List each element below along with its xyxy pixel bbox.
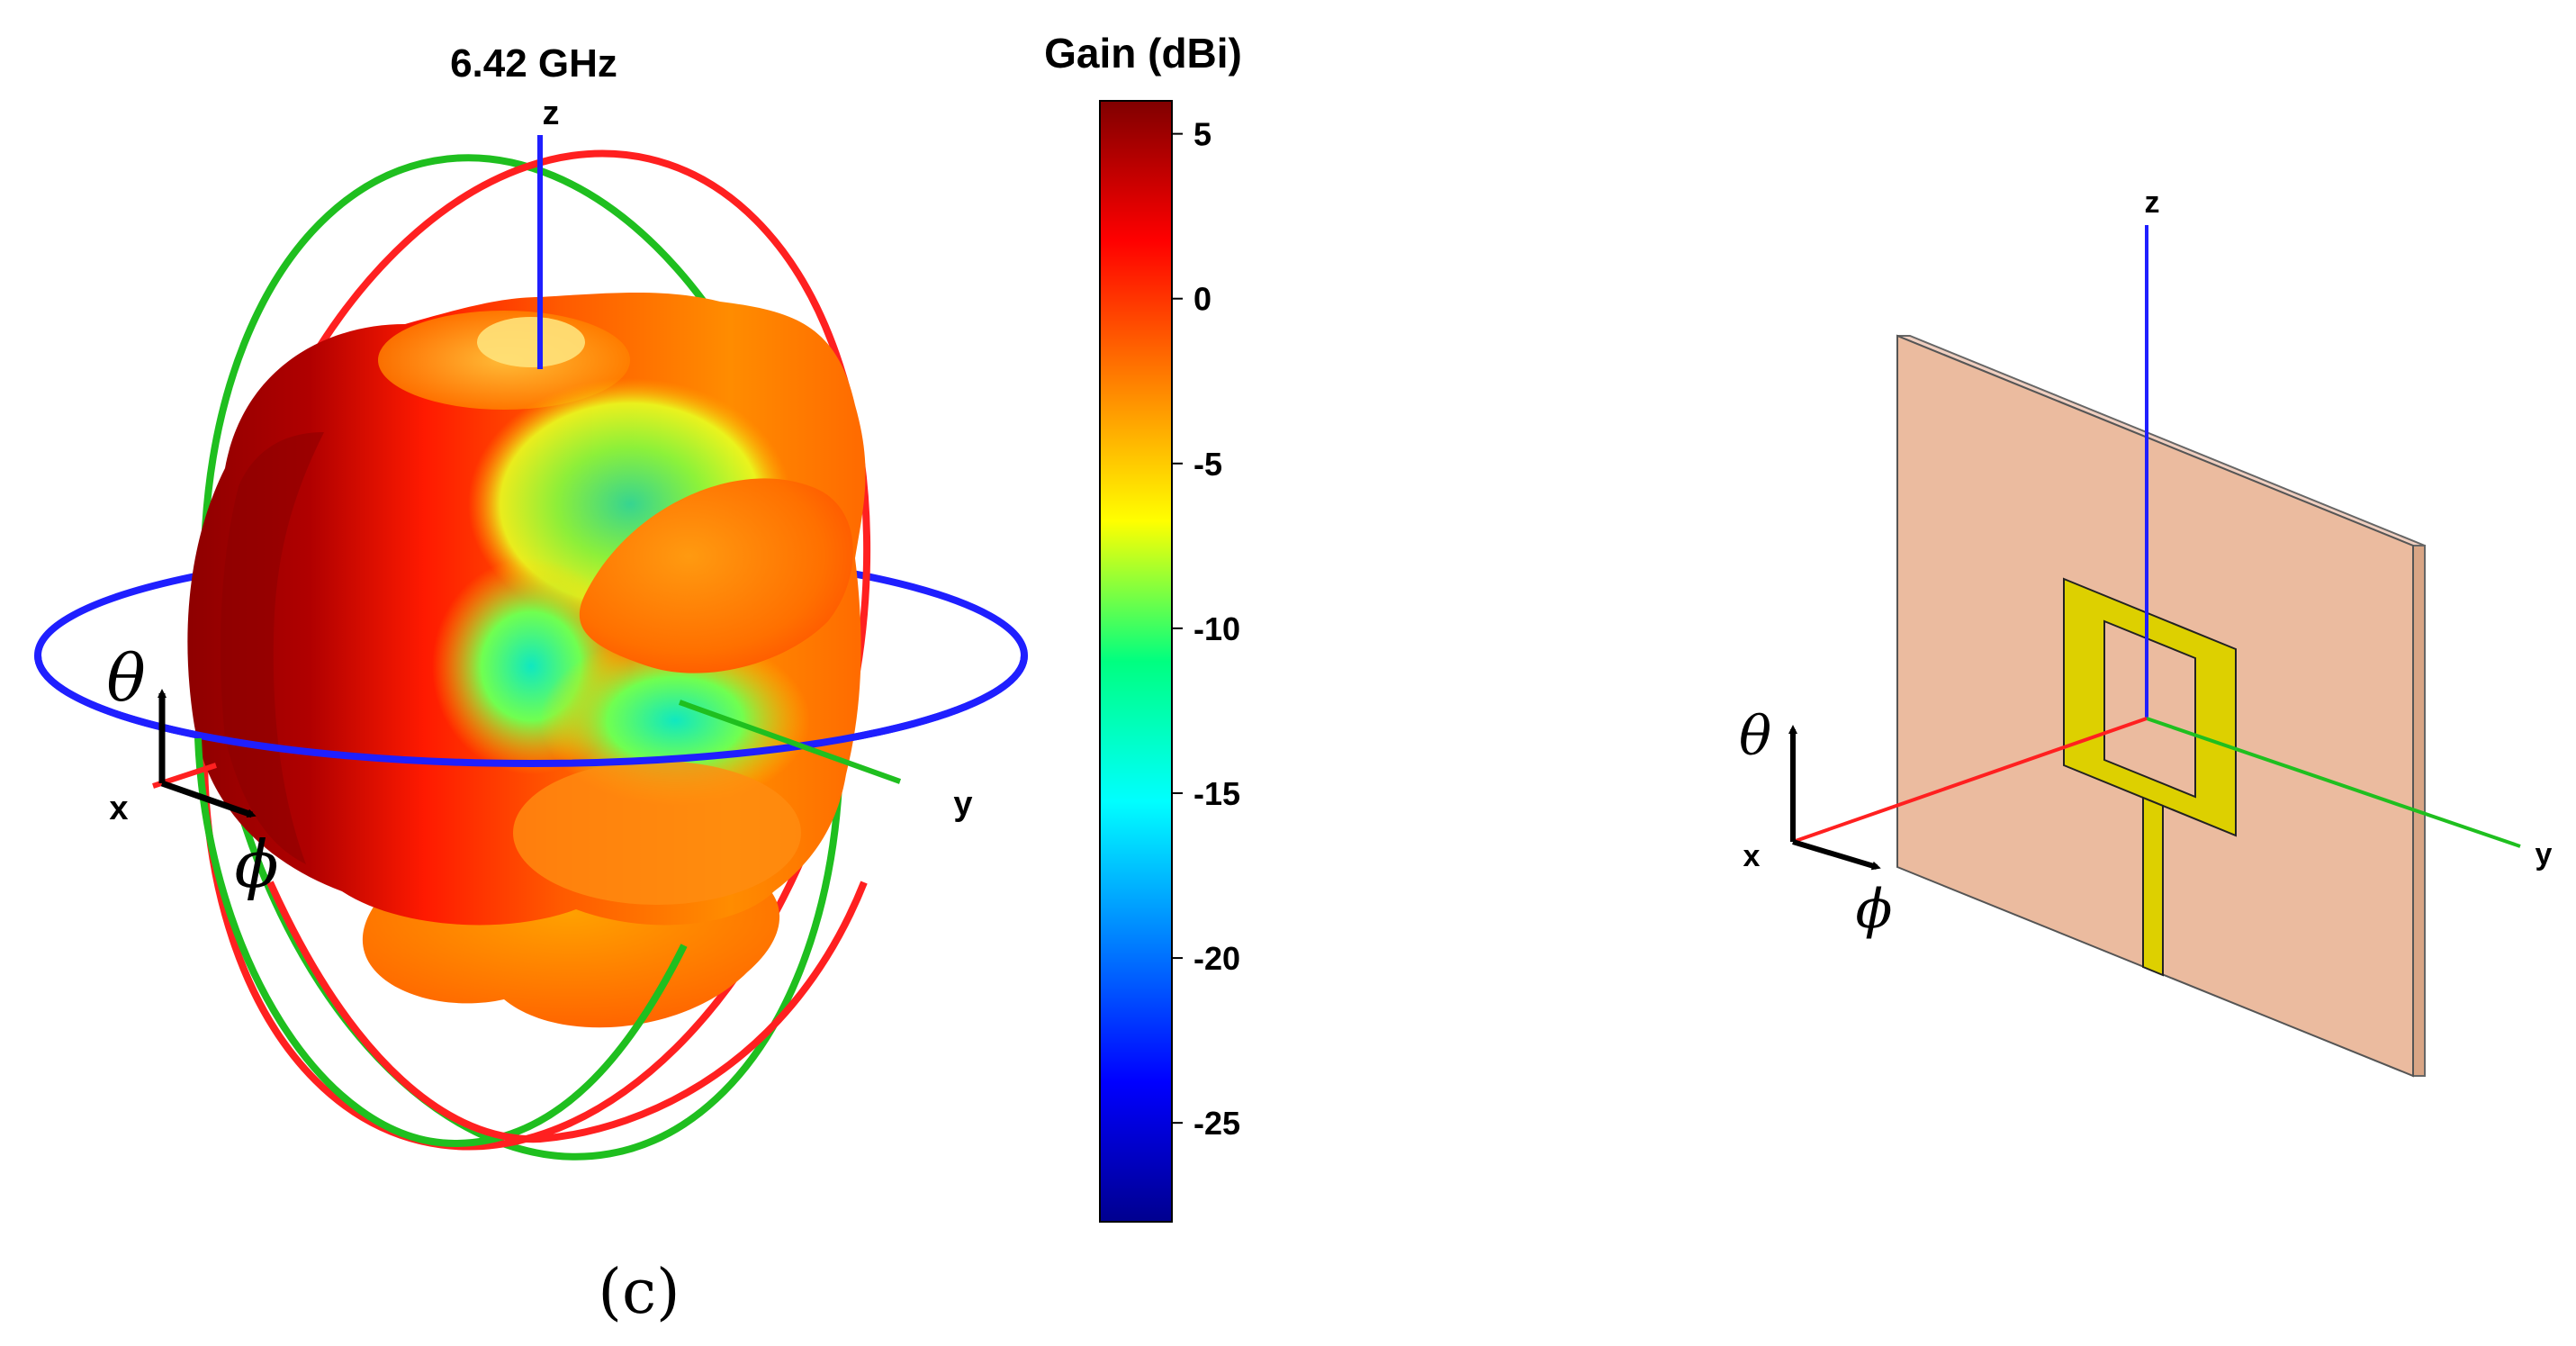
z-axis-label: z bbox=[543, 95, 560, 132]
theta-symbol: θ bbox=[1739, 705, 1771, 768]
lower-ridge bbox=[513, 761, 801, 905]
colorbar-tick-label: -20 bbox=[1193, 940, 1240, 977]
xz-ring-front bbox=[266, 881, 868, 1143]
yz-ring-front bbox=[194, 737, 688, 1148]
colorbar-ticks: 5 0 -5 -10 -15 -20 -25 bbox=[1172, 116, 1240, 1142]
feed-line bbox=[2142, 796, 2164, 977]
x-axis-label: x bbox=[109, 790, 128, 827]
frequency-label: 6.42 GHz bbox=[450, 41, 617, 86]
colorbar-tick-label: -25 bbox=[1193, 1105, 1240, 1142]
max-gain-region bbox=[221, 432, 324, 864]
z-axis-label: z bbox=[2145, 185, 2160, 220]
phi-arrow bbox=[160, 780, 257, 818]
colorbar-title: Gain (dBi) bbox=[1044, 30, 1242, 77]
y-axis-line bbox=[678, 700, 902, 784]
colorbar: Gain (dBi) 5 0 -5 -10 -15 -20 -25 bbox=[1044, 30, 1242, 1223]
square-loop-patch bbox=[2063, 577, 2237, 837]
y-axis-label: y bbox=[953, 785, 972, 823]
phi-arrow bbox=[1792, 839, 1881, 871]
colorbar-tick-label: -10 bbox=[1193, 610, 1240, 647]
phi-symbol: ϕ bbox=[1856, 878, 1893, 941]
radiation-pattern-panel: 6.42 GHz z y x θ bbox=[34, 41, 1028, 1328]
x-axis-label: x bbox=[1743, 839, 1761, 873]
colorbar-gradient bbox=[1099, 100, 1173, 1223]
substrate-board bbox=[1896, 334, 2414, 1078]
colorbar-tick-label: 5 bbox=[1193, 116, 1211, 153]
gain-pattern-surface bbox=[187, 293, 866, 1028]
colorbar-tick-label: -5 bbox=[1193, 446, 1222, 483]
x-axis-line bbox=[1792, 717, 2148, 844]
colorbar-tick-label: -15 bbox=[1193, 775, 1240, 812]
phi-symbol: ϕ bbox=[234, 827, 278, 902]
azimuth-ring-front bbox=[34, 655, 1028, 767]
colorbar-tick-label: 0 bbox=[1193, 281, 1211, 318]
theta-symbol: θ bbox=[106, 640, 145, 716]
antenna-geometry-panel: z y x θ ϕ bbox=[1739, 185, 2553, 1078]
side-lobe bbox=[579, 478, 853, 673]
panel-label: (c) bbox=[598, 1257, 680, 1328]
y-axis-line bbox=[2146, 717, 2521, 848]
top-null bbox=[477, 317, 585, 367]
y-axis-label: y bbox=[2535, 837, 2553, 872]
